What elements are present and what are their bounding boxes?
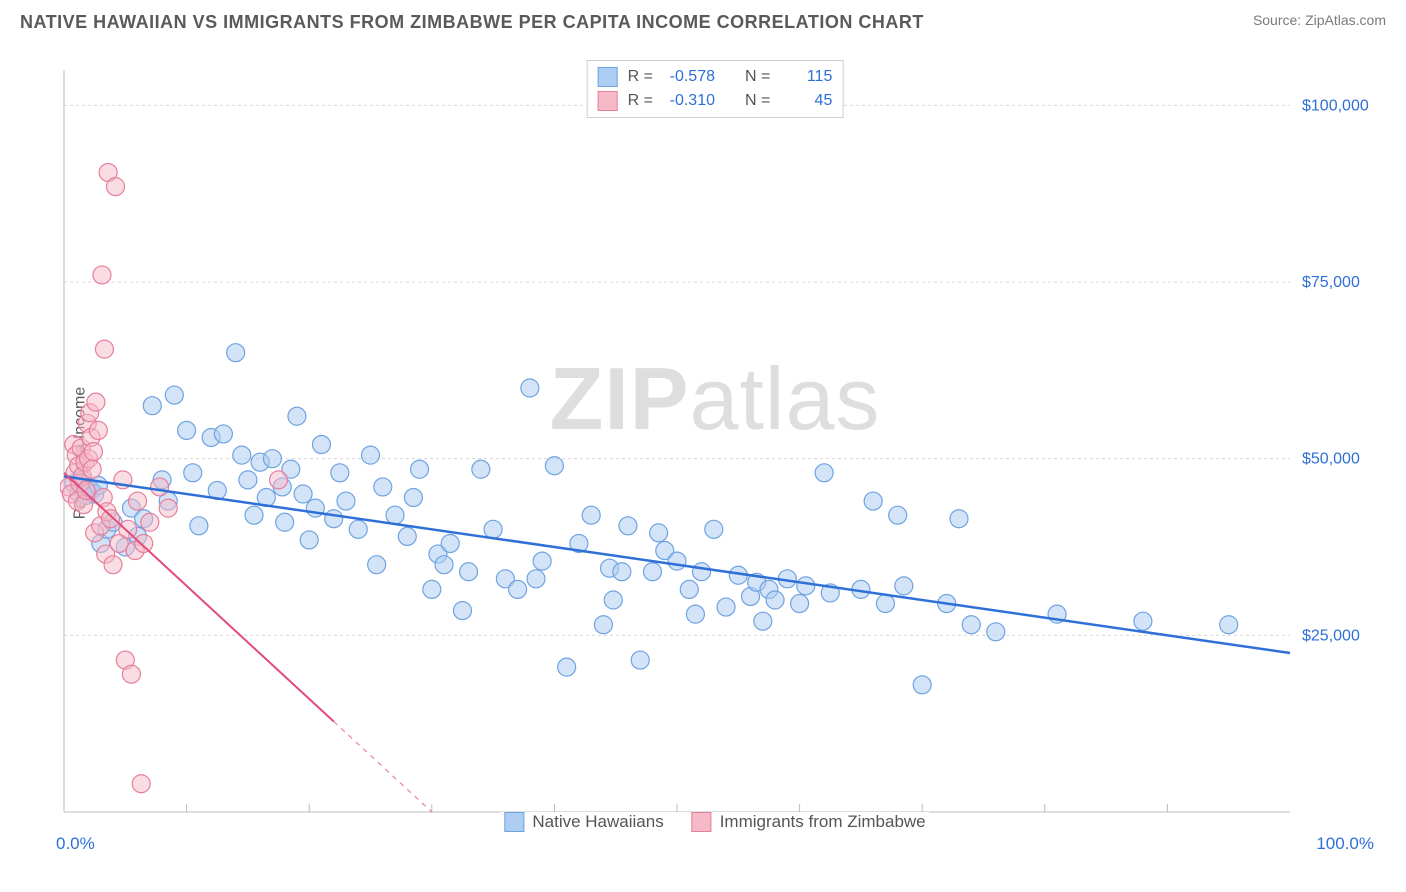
n-value-a: 115: [780, 68, 832, 86]
chart-title: NATIVE HAWAIIAN VS IMMIGRANTS FROM ZIMBA…: [20, 12, 924, 33]
legend-item-b: Immigrants from Zimbabwe: [692, 812, 926, 832]
swatch-series-b: [598, 91, 618, 111]
swatch-series-b-icon: [692, 812, 712, 832]
legend-item-a: Native Hawaiians: [504, 812, 663, 832]
stats-legend: R = -0.578 N = 115 R = -0.310 N = 45: [587, 60, 844, 118]
source-label: Source: ZipAtlas.com: [1253, 12, 1386, 28]
legend-label-a: Native Hawaiians: [532, 812, 663, 832]
svg-text:$25,000: $25,000: [1302, 627, 1360, 644]
stats-row-b: R = -0.310 N = 45: [598, 89, 833, 113]
swatch-series-a-icon: [504, 812, 524, 832]
stats-row-a: R = -0.578 N = 115: [598, 65, 833, 89]
svg-text:$75,000: $75,000: [1302, 274, 1360, 291]
plot-area: ZIPatlas $25,000$50,000$75,000$100,000 R…: [60, 60, 1370, 830]
x-axis-max-label: 100.0%: [1316, 834, 1374, 854]
x-axis-min-label: 0.0%: [56, 834, 95, 854]
svg-text:$50,000: $50,000: [1302, 451, 1360, 468]
svg-text:$100,000: $100,000: [1302, 97, 1369, 114]
r-value-a: -0.578: [663, 68, 715, 86]
swatch-series-a: [598, 67, 618, 87]
n-value-b: 45: [780, 92, 832, 110]
chart-container: Per Capita Income ZIPatlas $25,000$50,00…: [20, 48, 1386, 858]
series-legend: Native Hawaiians Immigrants from Zimbabw…: [500, 812, 929, 832]
legend-label-b: Immigrants from Zimbabwe: [720, 812, 926, 832]
r-value-b: -0.310: [663, 92, 715, 110]
scatter-chart: $25,000 $50,000 $75,000 $100,000: [60, 60, 1370, 830]
